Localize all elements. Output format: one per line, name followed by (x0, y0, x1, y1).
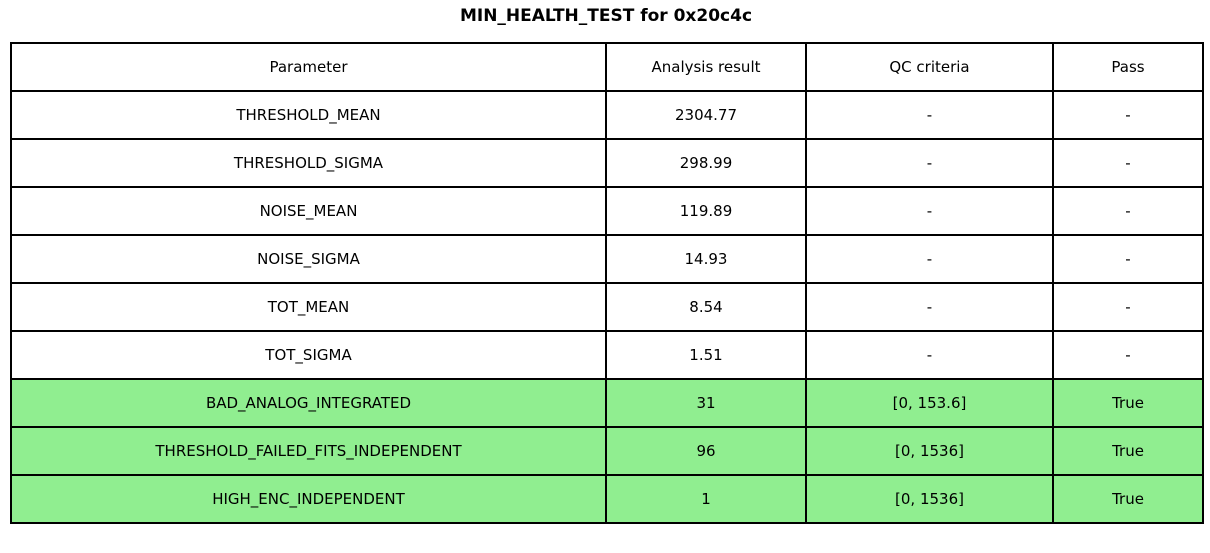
param-cell: THRESHOLD_FAILED_FITS_INDEPENDENT (10, 426, 607, 476)
result-cell: 96 (605, 426, 807, 476)
header-row: Parameter Analysis result QC criteria Pa… (10, 42, 1204, 92)
result-cell: 8.54 (605, 282, 807, 332)
col-header-analysis-result: Analysis result (605, 42, 807, 92)
result-cell: 119.89 (605, 186, 807, 236)
qc-cell: - (805, 330, 1054, 380)
pass-cell: - (1052, 330, 1204, 380)
qc-cell: - (805, 138, 1054, 188)
table-row: THRESHOLD_MEAN 2304.77 - - (10, 90, 1204, 140)
result-cell: 14.93 (605, 234, 807, 284)
param-cell: TOT_SIGMA (10, 330, 607, 380)
table-row: THRESHOLD_SIGMA 298.99 - - (10, 138, 1204, 188)
table-body: THRESHOLD_MEAN 2304.77 - - THRESHOLD_SIG… (10, 90, 1204, 524)
min-health-table: Parameter Analysis result QC criteria Pa… (10, 42, 1204, 524)
result-cell: 1 (605, 474, 807, 524)
table-row: BAD_ANALOG_INTEGRATED 31 [0, 153.6] True (10, 378, 1204, 428)
param-cell: BAD_ANALOG_INTEGRATED (10, 378, 607, 428)
qc-cell: - (805, 90, 1054, 140)
table-row: TOT_MEAN 8.54 - - (10, 282, 1204, 332)
table-row: NOISE_SIGMA 14.93 - - (10, 234, 1204, 284)
table-row: THRESHOLD_FAILED_FITS_INDEPENDENT 96 [0,… (10, 426, 1204, 476)
qc-cell: - (805, 234, 1054, 284)
qc-cell: [0, 153.6] (805, 378, 1054, 428)
pass-cell: - (1052, 234, 1204, 284)
result-cell: 31 (605, 378, 807, 428)
col-header-parameter: Parameter (10, 42, 607, 92)
pass-cell: True (1052, 474, 1204, 524)
qc-cell: [0, 1536] (805, 426, 1054, 476)
page-title: MIN_HEALTH_TEST for 0x20c4c (459, 6, 753, 26)
table-row: HIGH_ENC_INDEPENDENT 1 [0, 1536] True (10, 474, 1204, 524)
result-cell: 1.51 (605, 330, 807, 380)
pass-cell: - (1052, 90, 1204, 140)
param-cell: NOISE_MEAN (10, 186, 607, 236)
result-cell: 298.99 (605, 138, 807, 188)
pass-cell: - (1052, 282, 1204, 332)
col-header-pass: Pass (1052, 42, 1204, 92)
pass-cell: True (1052, 378, 1204, 428)
pass-cell: True (1052, 426, 1204, 476)
param-cell: NOISE_SIGMA (10, 234, 607, 284)
table-row: NOISE_MEAN 119.89 - - (10, 186, 1204, 236)
param-cell: HIGH_ENC_INDEPENDENT (10, 474, 607, 524)
result-cell: 2304.77 (605, 90, 807, 140)
param-cell: TOT_MEAN (10, 282, 607, 332)
pass-cell: - (1052, 138, 1204, 188)
qc-cell: [0, 1536] (805, 474, 1054, 524)
table-header: Parameter Analysis result QC criteria Pa… (10, 42, 1204, 92)
pass-cell: - (1052, 186, 1204, 236)
param-cell: THRESHOLD_MEAN (10, 90, 607, 140)
qc-cell: - (805, 282, 1054, 332)
table-row: TOT_SIGMA 1.51 - - (10, 330, 1204, 380)
param-cell: THRESHOLD_SIGMA (10, 138, 607, 188)
qc-cell: - (805, 186, 1054, 236)
col-header-qc-criteria: QC criteria (805, 42, 1054, 92)
